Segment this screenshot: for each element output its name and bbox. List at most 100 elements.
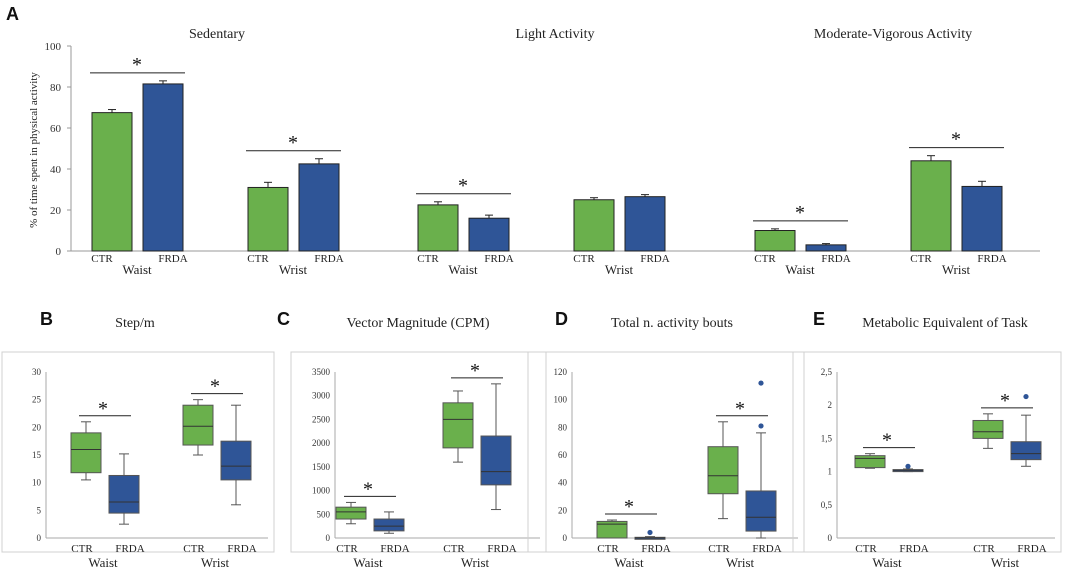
y-tick-label: 25 <box>32 395 42 405</box>
y-tick-label: 3500 <box>312 367 331 377</box>
y-tick-label: 15 <box>32 450 42 460</box>
significance-star: * <box>882 430 892 452</box>
category-label: CTR <box>336 543 358 555</box>
y-tick-label: 0 <box>326 533 331 543</box>
bar <box>573 199 615 252</box>
category-label: FRDA <box>640 253 669 265</box>
significance-star: * <box>795 202 805 224</box>
box <box>745 490 777 532</box>
panel-frame <box>792 351 1062 553</box>
y-tick-label: 2 <box>828 400 833 410</box>
category-label: FRDA <box>977 253 1006 265</box>
box <box>220 440 252 481</box>
group-label: Waist <box>122 262 152 277</box>
outlier-point <box>647 529 653 536</box>
box <box>854 455 886 469</box>
category-label: FRDA <box>821 253 850 265</box>
category-label: CTR <box>973 543 995 555</box>
panel-title: Step/m <box>115 316 155 331</box>
box <box>182 404 214 446</box>
group-label: Waist <box>614 555 644 570</box>
category-label: FRDA <box>487 543 516 555</box>
y-tick-label: 0 <box>56 246 62 258</box>
significance-star: * <box>288 132 298 154</box>
significance-star: * <box>458 175 468 197</box>
bar <box>910 160 952 252</box>
bar <box>91 112 133 252</box>
y-tick-label: 0 <box>37 533 42 543</box>
bar <box>754 230 796 252</box>
y-tick-label: 60 <box>558 450 568 460</box>
box <box>596 520 628 539</box>
y-tick-label: 30 <box>32 367 42 377</box>
y-tick-label: 5 <box>37 505 42 515</box>
category-label: FRDA <box>1017 543 1046 555</box>
group-label: Waist <box>353 555 383 570</box>
significance-star: * <box>624 496 634 518</box>
panel-label-b: B <box>40 309 53 329</box>
y-tick-label: 3000 <box>312 391 331 401</box>
y-tick-label: 60 <box>50 123 62 135</box>
y-tick-label: 1 <box>828 467 833 477</box>
panel-title: Total n. activity bouts <box>611 316 733 331</box>
category-label: FRDA <box>380 543 409 555</box>
box <box>70 432 102 474</box>
group-label: Wrist <box>726 555 755 570</box>
bar <box>247 186 289 252</box>
y-tick-label: 20 <box>50 205 62 217</box>
category-label: FRDA <box>158 253 187 265</box>
significance-star: * <box>98 398 108 420</box>
box <box>972 419 1004 439</box>
group-label: Waist <box>872 555 902 570</box>
category-label: CTR <box>754 253 776 265</box>
category-label: FRDA <box>115 543 144 555</box>
category-label: FRDA <box>752 543 781 555</box>
y-tick-label: 0,5 <box>821 500 833 510</box>
group-label: Wrist <box>605 262 634 277</box>
bar <box>298 163 340 252</box>
category-label: FRDA <box>899 543 928 555</box>
significance-star: * <box>951 129 961 151</box>
subplot-title: Light Activity <box>516 27 595 42</box>
category-label: CTR <box>71 543 93 555</box>
y-tick-label: 0 <box>563 533 568 543</box>
y-axis-label: % of time spent in physical activity <box>28 72 40 228</box>
y-tick-label: 1,5 <box>821 433 833 443</box>
significance-star: * <box>363 478 373 500</box>
y-tick-label: 2,5 <box>821 367 833 377</box>
outlier-point <box>1023 393 1029 400</box>
significance-star: * <box>1000 390 1010 412</box>
y-tick-label: 80 <box>50 82 62 94</box>
bar <box>142 83 184 252</box>
group-label: Waist <box>785 262 815 277</box>
category-label: FRDA <box>641 543 670 555</box>
box <box>108 474 140 514</box>
category-label: FRDA <box>314 253 343 265</box>
y-tick-label: 10 <box>32 478 42 488</box>
bar <box>961 185 1003 252</box>
category-label: CTR <box>708 543 730 555</box>
category-label: CTR <box>183 543 205 555</box>
significance-star: * <box>470 360 480 382</box>
box <box>707 446 739 495</box>
y-tick-label: 1000 <box>312 486 331 496</box>
panel-title: Vector Magnitude (CPM) <box>346 316 489 331</box>
box <box>442 402 474 449</box>
category-label: FRDA <box>227 543 256 555</box>
group-label: Waist <box>448 262 478 277</box>
outlier-point <box>758 380 764 386</box>
y-tick-label: 40 <box>50 164 62 176</box>
category-label: CTR <box>597 543 619 555</box>
significance-star: * <box>210 376 220 398</box>
y-tick-label: 500 <box>317 509 331 519</box>
y-tick-label: 40 <box>558 478 568 488</box>
y-tick-label: 2500 <box>312 414 331 424</box>
category-label: CTR <box>247 253 269 265</box>
category-label: FRDA <box>484 253 513 265</box>
panel-title: Metabolic Equivalent of Task <box>862 316 1028 331</box>
y-tick-label: 100 <box>554 395 568 405</box>
group-label: Wrist <box>279 262 308 277</box>
box <box>335 506 367 520</box>
subplot-title: Sedentary <box>189 27 245 42</box>
bar <box>805 244 847 252</box>
